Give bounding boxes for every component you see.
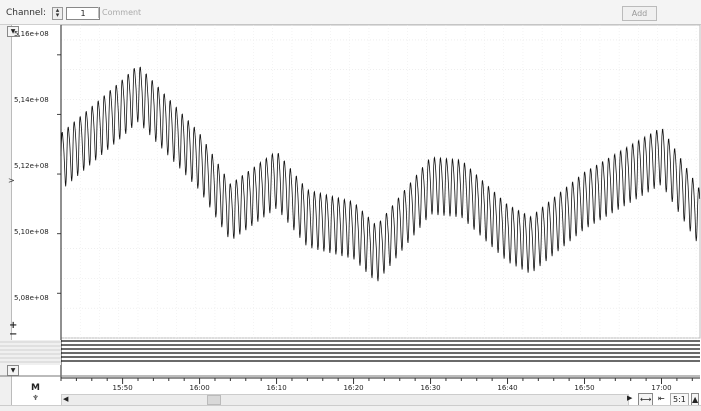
- x-tick-label: 16:00: [189, 384, 209, 392]
- x-tick-label: 16:30: [420, 384, 440, 392]
- marker-pin-icon: ♆: [32, 394, 39, 402]
- step-back-icon[interactable]: ⇤: [658, 394, 665, 403]
- y-tick-label: 5,08e+08: [14, 294, 49, 302]
- x-tick-label: 16:40: [497, 384, 517, 392]
- x-tick-label: 16:50: [574, 384, 594, 392]
- chart-axes: [57, 25, 62, 378]
- scroll-right-icon[interactable]: ▶: [627, 394, 633, 402]
- x-axis-ticks: 15:50 16:00 16:10 16:20 16:30 16:40 16:50 17:00: [60, 377, 700, 392]
- track-gutter: [0, 340, 61, 365]
- x-tick-label: 16:10: [266, 384, 286, 392]
- y-tick-label: 5,10e+08: [14, 228, 49, 236]
- chart-grid: [60, 24, 701, 339]
- plot-area: [60, 24, 701, 339]
- status-bar: [0, 405, 701, 411]
- x-tick-label: 16:20: [343, 384, 363, 392]
- spin-up-icon[interactable]: ▴: [55, 6, 60, 14]
- spin-down-icon[interactable]: ▾: [55, 11, 60, 19]
- comment-field[interactable]: Comment: [98, 7, 622, 18]
- lower-tracks: [0, 340, 700, 377]
- x-tick-label: 15:50: [112, 384, 132, 392]
- y-tick-label: 5,12e+08: [14, 162, 49, 170]
- channel-input[interactable]: [66, 7, 100, 20]
- y-tick-label: 5,16e+08: [14, 30, 49, 38]
- x-tick-label: 17:00: [651, 384, 671, 392]
- zoom-out-button[interactable]: −: [9, 329, 18, 340]
- zoom-in-button[interactable]: +: [9, 320, 18, 331]
- channel-spinner[interactable]: ▴ ▾: [52, 7, 63, 20]
- add-button[interactable]: Add: [622, 6, 657, 21]
- left-gutter: [0, 25, 12, 410]
- collapse-down-icon[interactable]: ▼: [7, 26, 19, 37]
- y-axis-unit: >: [8, 176, 15, 185]
- marker-label: M: [31, 383, 40, 393]
- scroll-thumb[interactable]: [207, 395, 221, 405]
- y-tick-label: 5,14e+08: [14, 96, 49, 104]
- signal-series-line: [60, 66, 701, 282]
- channel-label: Channel:: [6, 8, 46, 18]
- marker-icon[interactable]: M ♆: [31, 383, 40, 403]
- scroll-left-icon[interactable]: ◀: [63, 395, 69, 403]
